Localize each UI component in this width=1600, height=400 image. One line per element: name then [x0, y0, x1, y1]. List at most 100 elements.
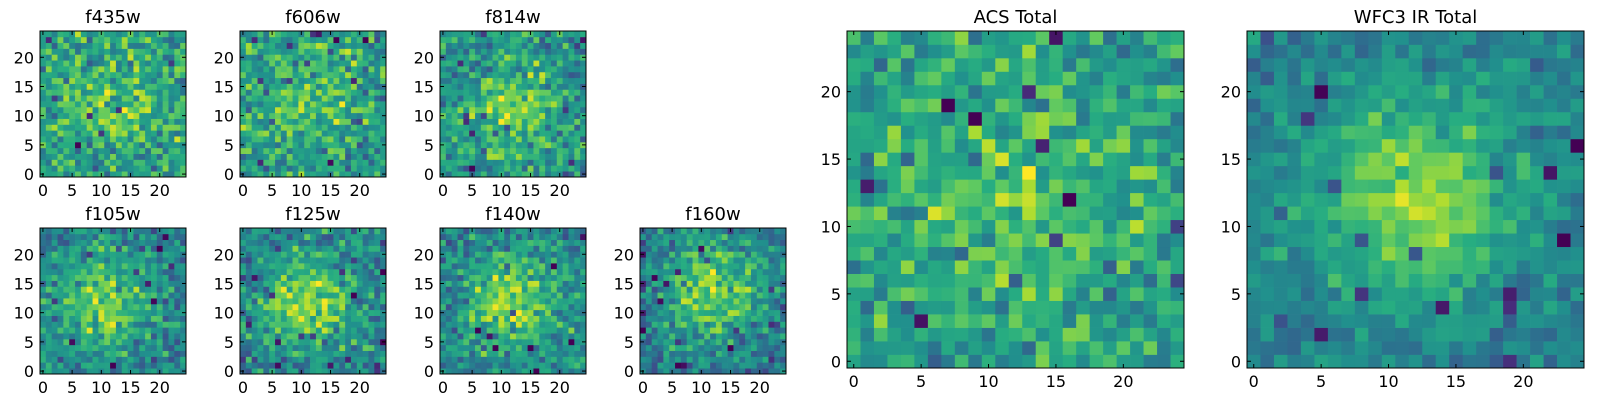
heatmap-cell: [263, 60, 270, 67]
heatmap-cell: [580, 60, 587, 67]
heatmap-cell: [1062, 341, 1077, 355]
heatmap-cell: [280, 239, 288, 246]
heatmap-cell: [721, 338, 728, 346]
heatmap-cell: [545, 106, 552, 114]
heatmap-cell: [156, 36, 163, 44]
heatmap-cell: [180, 263, 187, 270]
heatmap-cell: [663, 245, 670, 252]
heatmap-cell: [469, 309, 476, 316]
heatmap-cell: [762, 233, 769, 241]
heatmap-cell: [451, 130, 458, 137]
heatmap-cell: [887, 327, 902, 342]
heatmap-cell: [486, 268, 493, 276]
heatmap-cell: [675, 338, 682, 346]
heatmap-cell: [445, 112, 453, 119]
heatmap-cell: [257, 77, 264, 84]
heatmap-cell: [310, 141, 317, 149]
heatmap-cell: [651, 350, 658, 357]
heatmap-cell: [75, 95, 82, 102]
heatmap-cell: [145, 245, 152, 252]
heatmap-cell: [539, 171, 546, 178]
heatmap-cell: [51, 54, 58, 61]
heatmap-cell: [63, 228, 70, 235]
heatmap-cell: [327, 48, 334, 55]
heatmap-cell: [510, 124, 517, 131]
heatmap-cell: [75, 54, 82, 61]
heatmap-cell: [715, 268, 723, 276]
heatmap-cell: [774, 257, 781, 264]
heatmap-cell: [304, 274, 311, 281]
heatmap-cell: [80, 36, 88, 44]
y-tick-label: 5: [224, 136, 234, 155]
heatmap-cell: [968, 300, 983, 315]
heatmap-cell: [180, 344, 187, 351]
heatmap-cell: [451, 356, 458, 363]
heatmap-cell: [1076, 354, 1090, 369]
heatmap-cell: [1076, 179, 1090, 194]
heatmap-cell: [98, 315, 105, 322]
heatmap-cell: [451, 368, 458, 375]
heatmap-cell: [162, 356, 169, 363]
heatmap-cell: [780, 268, 787, 276]
heatmap-cell: [463, 356, 470, 363]
heatmap-cell: [750, 245, 758, 252]
heatmap-cell: [1035, 152, 1050, 167]
heatmap-cell: [663, 298, 670, 305]
heatmap-cell: [321, 309, 328, 316]
heatmap-cell: [263, 228, 270, 235]
heatmap-cell: [445, 130, 453, 137]
heatmap-cell: [451, 309, 458, 316]
heatmap-cell: [568, 77, 575, 84]
heatmap-cell: [492, 36, 499, 44]
heatmap-cell: [162, 239, 169, 246]
heatmap-cell: [657, 228, 664, 235]
heatmap-cell: [57, 112, 64, 119]
heatmap-cell: [86, 245, 93, 252]
heatmap-cell: [574, 263, 581, 270]
heatmap-cell: [556, 245, 563, 252]
heatmap-cell: [98, 356, 105, 363]
heatmap-cell: [345, 124, 352, 131]
heatmap-cell: [521, 303, 528, 311]
heatmap-cell: [510, 95, 517, 102]
heatmap-cell: [310, 118, 317, 125]
heatmap-cell: [539, 136, 546, 143]
heatmap-cell: [475, 153, 482, 160]
heatmap-cell: [180, 327, 187, 334]
heatmap-cell: [168, 309, 175, 316]
y-tick-label: 10: [214, 304, 234, 323]
heatmap-cell: [180, 60, 187, 67]
heatmap-cell: [145, 327, 152, 334]
heatmap-cell: [574, 274, 581, 281]
heatmap-cell: [69, 66, 76, 73]
heatmap-cell: [168, 101, 175, 108]
heatmap-cell: [139, 165, 146, 172]
heatmap-cell: [580, 31, 587, 38]
heatmap-cell: [539, 153, 546, 160]
heatmap-cell: [1049, 192, 1064, 207]
heatmap-cell: [368, 251, 375, 258]
heatmap-cell: [1035, 354, 1050, 369]
heatmap-cell: [533, 356, 540, 363]
heatmap-cell: [533, 239, 540, 246]
heatmap-cell: [539, 274, 546, 281]
heatmap-cell: [745, 280, 752, 287]
heatmap-cell: [121, 71, 128, 79]
heatmap-cell: [486, 245, 493, 252]
heatmap-cell: [545, 159, 552, 166]
heatmap-cell: [121, 42, 128, 49]
heatmap-cell: [750, 303, 758, 311]
heatmap-cell: [40, 130, 47, 137]
heatmap-cell: [362, 356, 369, 363]
heatmap-cell: [692, 327, 699, 334]
heatmap-cell: [104, 228, 111, 235]
heatmap-cell: [69, 141, 76, 149]
heatmap-cell: [263, 333, 270, 340]
heatmap-cell: [504, 292, 511, 299]
heatmap-cell: [380, 95, 387, 102]
heatmap-cell: [57, 118, 64, 125]
heatmap-cell: [475, 141, 482, 149]
heatmap-cell: [298, 130, 305, 137]
heatmap-cell: [498, 165, 505, 172]
heatmap-cell: [527, 136, 534, 143]
